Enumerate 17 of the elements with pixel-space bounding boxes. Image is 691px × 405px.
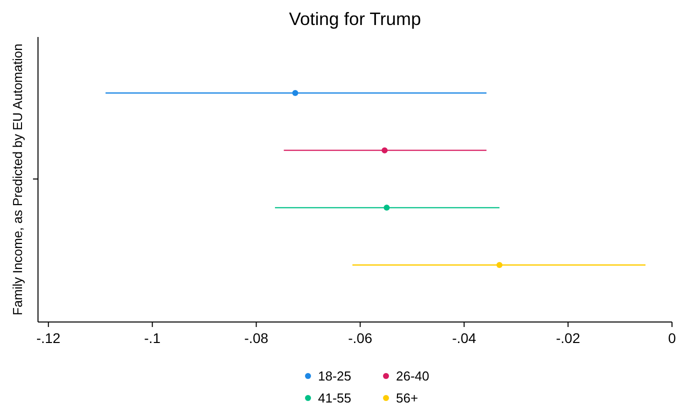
- point: [384, 204, 390, 211]
- x-tick-label: -.06: [348, 330, 372, 346]
- y-axis-title: Family Income, as Predicted by EU Automation: [10, 44, 25, 316]
- point: [382, 147, 388, 154]
- legend-label: 41-55: [318, 390, 352, 405]
- x-tick-label: 0: [668, 330, 676, 346]
- x-tick-label: -.08: [244, 330, 269, 346]
- x-tick-label: -.02: [556, 330, 580, 346]
- chart-title: Voting for Trump: [288, 9, 422, 29]
- x-tick-label: -.04: [452, 330, 476, 346]
- x-tick-label: -.12: [36, 330, 61, 346]
- legend-label: 18-25: [318, 368, 352, 384]
- legend-label: 26-40: [396, 368, 430, 384]
- point: [496, 262, 502, 268]
- point: [292, 90, 298, 96]
- legend-label: 56+: [396, 390, 418, 405]
- x-tick-label: -.1: [144, 330, 161, 346]
